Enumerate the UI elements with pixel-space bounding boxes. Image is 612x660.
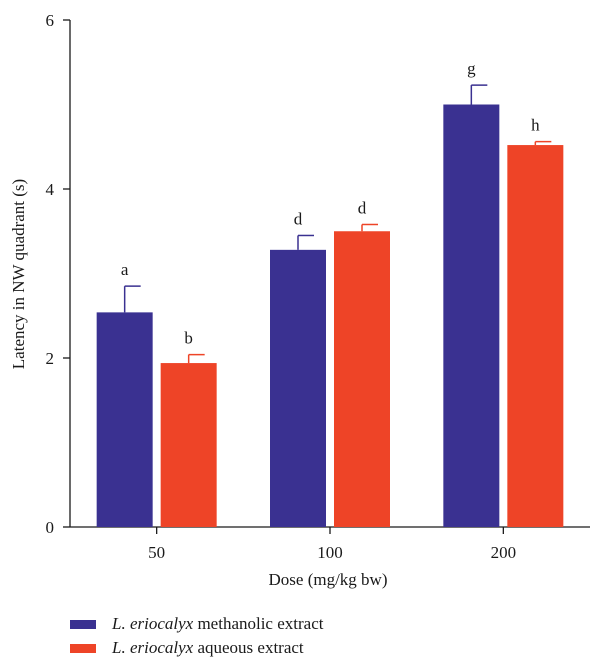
legend-item-methanolic: L. eriocalyx methanolic extract (70, 612, 323, 636)
bar (334, 231, 390, 527)
significance-label: g (467, 59, 476, 78)
x-tick-label: 50 (148, 543, 165, 562)
significance-label: d (294, 209, 303, 228)
significance-label: b (184, 329, 193, 348)
legend-species-methanolic: L. eriocalyx (112, 614, 194, 633)
bars-layer: a b d d g h (96, 59, 564, 527)
x-axis: 50 100 200 (70, 526, 590, 562)
x-tick-label: 100 (317, 543, 343, 562)
legend-swatch-aqueous (70, 643, 96, 653)
bar (443, 104, 500, 527)
y-axis: 0 2 4 6 (46, 11, 71, 537)
bar (96, 312, 153, 527)
y-tick-label: 2 (46, 349, 55, 368)
legend-swatch-methanolic (70, 619, 96, 629)
bar-chart: 0 2 4 6 50 100 200 a b d d g h Latency in NW quadr… (9, 11, 590, 589)
legend-label-aqueous: aqueous extract (197, 638, 304, 657)
x-tick-label: 200 (491, 543, 517, 562)
legend-species-aqueous: L. eriocalyx (112, 638, 194, 657)
y-axis-label: Latency in NW quadrant (s) (9, 179, 28, 369)
y-tick-label: 0 (46, 518, 55, 537)
legend-item-aqueous: L. eriocalyx aqueous extract (70, 636, 323, 660)
significance-label: d (358, 198, 367, 217)
significance-label: a (121, 260, 129, 279)
legend-label-methanolic: methanolic extract (197, 614, 324, 633)
x-axis-label: Dose (mg/kg bw) (269, 570, 388, 589)
y-tick-label: 6 (46, 11, 55, 30)
significance-label: h (531, 116, 540, 135)
legend: L. eriocalyx methanolic extract L. erioc… (70, 612, 323, 660)
bar (507, 145, 564, 527)
bar (160, 363, 217, 527)
bar (270, 249, 326, 527)
y-tick-label: 4 (46, 180, 55, 199)
